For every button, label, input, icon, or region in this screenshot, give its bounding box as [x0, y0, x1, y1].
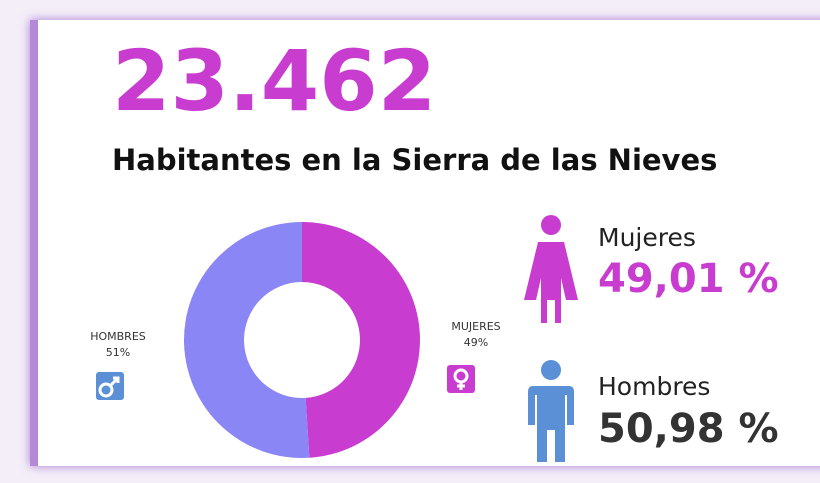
donut-slice	[183, 222, 310, 458]
donut-slice	[302, 222, 420, 458]
female-symbol-box	[447, 365, 475, 393]
female-symbol	[453, 368, 469, 390]
card	[30, 20, 820, 466]
chart-title: Habitantes en la Sierra de las Nieves	[112, 143, 717, 177]
male-symbol	[98, 376, 120, 398]
slice-label: MUJERES	[451, 320, 500, 333]
female-icon	[524, 215, 578, 323]
stat-label: Hombres	[598, 372, 710, 401]
headline: 23.462	[112, 32, 436, 130]
slice-label: HOMBRES	[90, 330, 146, 343]
slice-value-label: 49%	[464, 336, 488, 349]
male-icon	[528, 360, 574, 462]
card-edge	[30, 20, 38, 466]
slice-value-label: 51%	[106, 346, 130, 359]
stat-value: 50,98 %	[598, 406, 779, 452]
stat-label: Mujeres	[598, 223, 696, 252]
stat-value: 49,01 %	[598, 256, 779, 302]
